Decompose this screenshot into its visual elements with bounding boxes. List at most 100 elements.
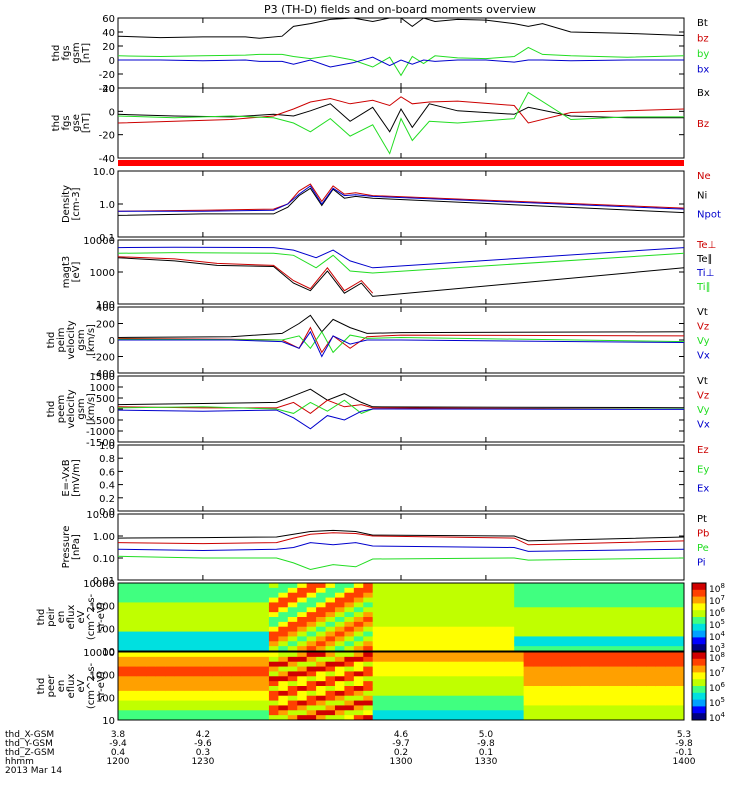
heatmap-cell <box>372 715 383 721</box>
heatmap-cell <box>636 631 647 637</box>
heatmap-cell <box>212 661 223 668</box>
legend-Pb: Pb <box>697 529 709 540</box>
heatmap-cell <box>268 652 279 658</box>
legend-bz: bz <box>697 34 709 45</box>
heatmap-cell <box>542 636 553 642</box>
heatmap-cell <box>118 666 128 672</box>
heatmap-cell <box>297 666 308 672</box>
heatmap-cell <box>316 612 327 618</box>
legend-Vt: Vt <box>697 307 708 318</box>
heatmap-cell <box>202 592 213 599</box>
heatmap-cell <box>551 646 562 652</box>
heatmap-cell <box>155 666 166 672</box>
heatmap-cell <box>344 681 355 687</box>
heatmap-cell <box>627 602 638 608</box>
y-axis-label: gsm <box>71 42 82 63</box>
heatmap-cell <box>636 661 647 668</box>
heatmap-cell <box>570 641 581 647</box>
heatmap-cell <box>325 710 336 716</box>
heatmap-cell <box>401 686 411 692</box>
heatmap-cell <box>118 652 128 658</box>
heatmap-cell <box>589 656 600 663</box>
heatmap-cell <box>363 631 374 637</box>
heatmap-cell <box>410 681 421 687</box>
heatmap-cell <box>184 621 194 628</box>
heatmap-cell <box>476 710 487 716</box>
heatmap-cell <box>561 602 572 608</box>
heatmap-cell <box>306 626 317 633</box>
heatmap-cell <box>438 641 449 647</box>
heatmap-cell <box>410 602 421 608</box>
heatmap-cell <box>419 646 430 652</box>
heatmap-cell <box>174 612 185 618</box>
heatmap-cell <box>278 583 289 589</box>
heatmap-cell <box>127 612 138 618</box>
heatmap-cell <box>523 656 534 663</box>
heatmap-cell <box>561 656 572 663</box>
heatmap-cell <box>419 636 430 642</box>
heatmap-cell <box>259 661 270 668</box>
x-axis-row-label: thd_Y-GSM <box>5 739 53 749</box>
heatmap-cell <box>287 715 298 721</box>
heatmap-cell <box>674 666 685 672</box>
heatmap-cell <box>495 666 506 672</box>
heatmap-cell <box>363 641 374 647</box>
heatmap-cell <box>636 686 647 692</box>
heatmap-cell <box>570 715 581 721</box>
heatmap-cell <box>429 602 440 608</box>
heatmap-cell <box>504 607 515 613</box>
heatmap-cell <box>165 607 176 613</box>
heatmap-cell <box>655 602 666 608</box>
heatmap-cell <box>306 656 317 663</box>
heatmap-cell <box>287 587 298 594</box>
heatmap-cell <box>268 661 279 668</box>
heatmap-cell <box>221 666 232 672</box>
heatmap-cell <box>533 705 543 711</box>
heatmap-cell <box>391 656 402 663</box>
heatmap-cell <box>476 583 487 589</box>
heatmap-cell <box>636 641 647 647</box>
legend-Vy: Vy <box>697 336 710 347</box>
heatmap-cell <box>306 587 317 594</box>
heatmap-cell <box>240 695 251 702</box>
heatmap-cell <box>533 700 543 706</box>
legend-Pi: Pi <box>697 558 706 569</box>
heatmap-cell <box>617 705 628 711</box>
heatmap-cell <box>448 583 459 589</box>
heatmap-cell <box>202 587 213 594</box>
heatmap-cell <box>287 700 298 706</box>
heatmap-cell <box>419 676 430 682</box>
heatmap-cell <box>608 631 619 637</box>
heatmap-cell <box>476 652 487 658</box>
heatmap-cell <box>268 666 279 672</box>
heatmap-cell <box>344 607 355 613</box>
heatmap-cell <box>514 652 525 658</box>
x-axis-row-value: 0.4 <box>111 748 126 758</box>
heatmap-cell <box>636 681 647 687</box>
y-axis-label: [nT] <box>81 113 92 133</box>
heatmap-cell <box>287 652 298 658</box>
heatmap-cell <box>297 676 308 682</box>
heatmap-cell <box>259 700 270 706</box>
heatmap-cell <box>485 686 496 692</box>
heatmap-cell <box>457 671 468 677</box>
heatmap-cell <box>325 597 336 603</box>
heatmap-cell <box>193 592 204 599</box>
heatmap-cell <box>202 636 213 642</box>
heatmap-cell <box>287 710 298 716</box>
heatmap-cell <box>514 666 525 672</box>
heatmap-cell <box>278 671 289 677</box>
series-line-Pb <box>117 532 685 546</box>
heatmap-cell <box>674 641 685 647</box>
heatmap-cell <box>476 695 487 702</box>
heatmap-cell <box>401 715 411 721</box>
colorbar-segment <box>692 665 706 673</box>
heatmap-cell <box>429 641 440 647</box>
heatmap-cell <box>136 681 147 687</box>
heatmap-cell <box>391 631 402 637</box>
heatmap-cell <box>561 592 572 599</box>
heatmap-cell <box>268 700 279 706</box>
heatmap-cell <box>382 671 393 677</box>
heatmap-cell <box>401 597 411 603</box>
heatmap-cell <box>580 631 591 637</box>
